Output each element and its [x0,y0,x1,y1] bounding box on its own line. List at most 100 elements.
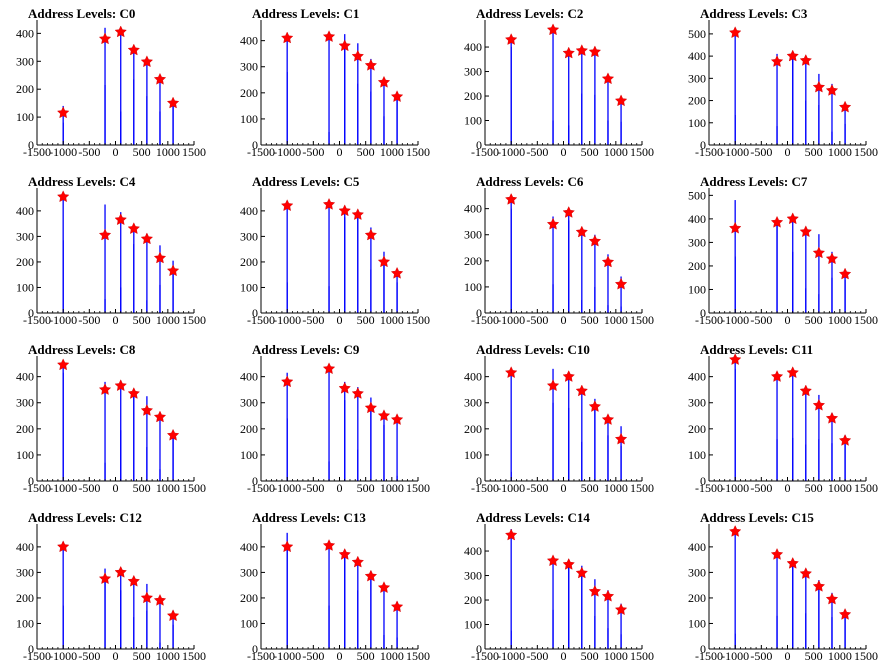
x-tick-label: 0 [113,145,119,159]
peak-marker [338,548,351,560]
x-tick-label: 1500 [630,649,654,663]
peak-marker [575,566,588,579]
y-tick-label: 0 [700,138,706,152]
x-tick-label: -500 [78,481,100,495]
chart-panel: Address Levels: C1 -1500 -1000 -500 0 500 1000… [224,0,448,168]
x-tick-label: 1000 [156,145,180,159]
x-tick-label: 0 [561,145,567,159]
peak-marker [575,384,588,397]
x-tick-label: 500 [805,649,823,663]
y-tick-label: 400 [240,34,258,48]
peak-marker [546,554,560,567]
y-tick-label: 300 [688,235,706,249]
x-tick-label: 500 [581,481,599,495]
y-tick-label: 400 [464,202,482,216]
y-tick-label: 400 [464,40,482,54]
y-tick-label: 300 [16,565,34,579]
y-tick-label: 200 [16,82,34,96]
peak-marker [770,55,784,67]
peak-marker [825,252,839,265]
x-tick-label: 1000 [380,481,404,495]
x-tick-label: 1500 [182,481,206,495]
x-tick-label: 0 [785,481,791,495]
y-tick-label: 0 [28,642,34,656]
y-tick-label: 0 [252,306,258,320]
y-tick-label: 200 [464,254,482,268]
y-tick-label: 100 [464,280,482,294]
peak-marker [614,277,628,290]
y-tick-label: 400 [464,544,482,558]
x-tick-label: 1000 [828,145,852,159]
chart-plot-area: -1500-1000 -500 0 500 1000 1500 0 100 200 300 400 [240,188,430,327]
x-tick-label: -500 [526,145,548,159]
x-tick-label: -1500 [247,649,275,663]
y-tick-label: 0 [252,138,258,152]
x-tick-label: 1500 [630,481,654,495]
peak-marker [562,46,575,59]
y-tick-label: 100 [464,114,482,128]
x-tick-label: 1500 [630,145,654,159]
y-tick-label: 400 [240,370,258,384]
x-tick-label: -500 [302,313,324,327]
x-tick-label: 1000 [380,313,404,327]
y-tick-label: 200 [240,591,258,605]
x-tick-label: 1000 [604,649,628,663]
x-tick-label: 500 [133,649,151,663]
peak-marker [322,362,336,375]
y-tick-label: 200 [688,422,706,436]
y-tick-label: 0 [28,306,34,320]
chart-title: Address Levels: C11 [700,342,814,357]
chart-panel: Address Levels: C0 -1500 -1000 -500 0 500 1000… [0,0,224,168]
chart-title: Address Levels: C13 [252,510,366,525]
y-tick-label: 300 [464,65,482,79]
x-tick-label: -1500 [247,313,275,327]
y-tick-label: 0 [700,642,706,656]
peak-marker [562,558,575,570]
x-tick-label: -1500 [695,481,723,495]
x-tick-label: 1000 [156,481,180,495]
chart-plot-area: -1500-1000 -500 0 500 1000 1500 0 100 200 300 400 [16,524,206,663]
y-tick-label: 0 [252,474,258,488]
peak-marker [57,106,70,119]
y-tick-label: 400 [16,204,34,218]
x-tick-label: 1000 [604,481,628,495]
y-tick-label: 100 [240,280,258,294]
x-tick-label: -1000 [721,481,749,495]
y-tick-label: 200 [464,89,482,103]
y-tick-label: 500 [688,188,706,202]
chart-plot-area: -1500-1000 -500 0 500 1000 1500 0 100 200 300 400 [464,356,654,495]
chart-title: Address Levels: C15 [700,510,814,525]
peak-marker [505,366,518,378]
peak-marker [114,565,127,578]
peak-marker [505,193,518,205]
y-tick-label: 100 [240,616,258,630]
chart-title: Address Levels: C2 [476,6,584,21]
x-tick-label: 0 [337,481,343,495]
chart-panel: Address Levels: C5 -1500 -1000 -500 0 500 1000… [224,168,448,336]
y-tick-label: 400 [16,540,34,554]
peak-marker [546,379,560,392]
x-tick-label: -1000 [273,145,301,159]
x-tick-label: 1000 [380,649,404,663]
y-tick-label: 500 [688,27,706,41]
chart-plot-area: -1500-1000 -500 0 500 1000 1500 0 100 200 300 400 [688,353,878,495]
x-tick-label: -500 [526,481,548,495]
chart-panel: Address Levels: C4 -1500 -1000 -500 0 500 1000… [0,168,224,336]
x-tick-label: -1500 [471,481,499,495]
chart-plot-area: -1500-1000 -500 0 500 1000 1500 0 100 200 300 400 [464,524,654,663]
x-tick-label: 1000 [604,145,628,159]
peak-marker [351,49,364,62]
x-tick-label: -1000 [273,649,301,663]
y-tick-label: 300 [464,569,482,583]
chart-panel: Address Levels: C14 -1500 -1000 -500 0 500 100… [448,504,672,672]
peak-marker [729,353,742,365]
x-tick-label: -500 [750,313,772,327]
x-tick-label: 1000 [828,481,852,495]
peak-marker [575,44,588,56]
y-tick-label: 100 [16,448,34,462]
x-tick-label: 1500 [182,145,206,159]
peak-marker [114,25,127,38]
x-tick-label: 500 [357,313,375,327]
peak-marker [377,75,391,88]
chart-title: Address Levels: C5 [252,174,360,189]
